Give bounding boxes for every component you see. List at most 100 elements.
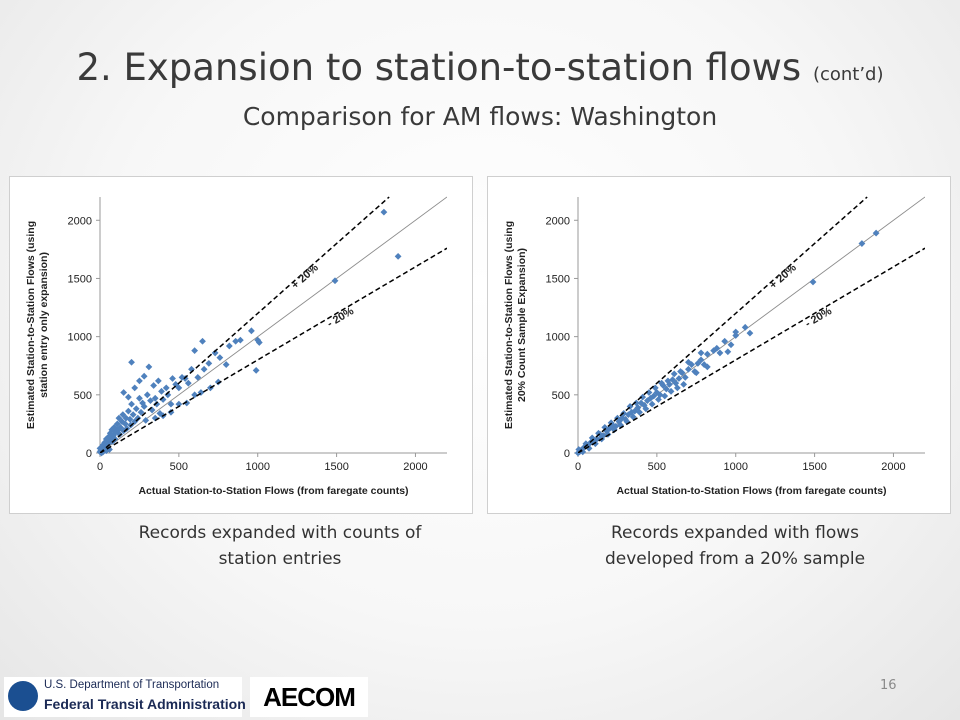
data-point xyxy=(162,384,170,392)
x-axis-title: Actual Station-to-Station Flows (from fa… xyxy=(138,485,408,497)
data-point xyxy=(236,336,244,344)
data-point xyxy=(211,349,219,357)
chart-right-panel: 0 500 1000 1500 2000 0 500 1000 1500 2000 Actual S… xyxy=(487,176,951,514)
data-point xyxy=(685,358,692,366)
x-tick-label: 500 xyxy=(170,461,188,473)
x-tick-label: 1500 xyxy=(324,461,348,473)
data-point xyxy=(214,378,222,386)
data-point xyxy=(175,400,183,408)
data-point xyxy=(191,347,199,354)
data-point xyxy=(675,375,683,382)
data-point xyxy=(129,411,137,418)
caption-left: Records expanded with counts of station … xyxy=(138,523,422,569)
data-point xyxy=(677,368,684,375)
y-tick-label: 2000 xyxy=(546,215,570,227)
chart-left-panel: 0 500 1000 1500 2000 0 500 1000 1500 2000 Actual S… xyxy=(9,176,473,514)
data-point xyxy=(169,375,176,382)
data-point xyxy=(254,336,262,344)
data-point xyxy=(132,405,140,413)
data-point xyxy=(727,341,735,349)
data-point xyxy=(632,399,640,407)
chart-left-svg: 0 500 1000 1500 2000 0 500 1000 1500 2000 Actual S… xyxy=(25,196,447,497)
data-point xyxy=(670,370,678,378)
plus-20-percent-label: + 20% xyxy=(289,262,321,292)
y-tick-label: 1000 xyxy=(546,332,570,344)
data-point xyxy=(746,329,754,337)
data-point xyxy=(721,337,729,345)
data-point xyxy=(703,350,711,358)
y-tick-label: 1500 xyxy=(68,273,92,285)
data-point xyxy=(124,407,132,415)
data-point xyxy=(697,349,705,357)
data-point xyxy=(115,414,123,422)
page-number: 16 xyxy=(880,678,897,693)
data-point xyxy=(591,440,599,448)
data-point xyxy=(872,229,880,237)
data-point xyxy=(222,361,230,368)
data-point xyxy=(642,405,650,413)
data-point xyxy=(724,348,732,356)
minus-20-percent-line xyxy=(100,247,447,453)
x-axis-title: Actual Station-to-Station Flows (from fa… xyxy=(616,485,886,497)
data-point xyxy=(128,358,135,366)
minus-20-percent-line xyxy=(578,247,925,453)
dot-emblem-icon xyxy=(8,681,38,711)
data-point xyxy=(153,400,161,408)
data-point xyxy=(131,384,139,392)
data-point xyxy=(191,391,199,399)
data-point xyxy=(225,342,233,350)
data-point xyxy=(252,366,260,374)
slide-title: 2. Expansion to station-to-station flows… xyxy=(0,46,960,89)
y-axis-title: Estimated Station-to-Station Flows (usin… xyxy=(503,221,515,429)
data-point xyxy=(150,382,158,389)
slide-subtitle: Comparison for AM flows: Washington xyxy=(242,102,718,131)
x-tick-label: 1000 xyxy=(245,461,269,473)
data-point xyxy=(232,337,240,345)
data-point xyxy=(136,377,143,385)
plus-20-percent-line xyxy=(100,196,390,453)
data-point xyxy=(716,349,724,357)
data-point xyxy=(167,400,175,408)
y-tick-label: 1500 xyxy=(546,273,570,285)
data-point xyxy=(732,328,740,336)
data-point xyxy=(164,391,172,399)
y-tick-label: 0 xyxy=(86,448,92,460)
y-axis-title: station entry only expansion) xyxy=(38,252,50,398)
data-point xyxy=(145,363,153,371)
data-point xyxy=(120,389,128,396)
plus-20-percent-line xyxy=(578,196,868,453)
x-tick-label: 2000 xyxy=(881,461,905,473)
data-point xyxy=(119,411,127,418)
data-point xyxy=(809,278,817,286)
data-point xyxy=(142,417,150,424)
data-point xyxy=(124,393,132,401)
y-tick-label: 500 xyxy=(74,390,92,402)
x-tick-label: 2000 xyxy=(403,461,427,473)
data-point xyxy=(637,399,645,407)
dot-fta-logo: U.S. Department of Transportation Federa… xyxy=(4,677,246,717)
data-point xyxy=(172,380,180,388)
data-point xyxy=(680,380,688,388)
x-tick-label: 0 xyxy=(575,461,581,473)
data-point xyxy=(140,372,148,380)
data-point xyxy=(394,252,402,260)
data-point xyxy=(692,369,700,377)
data-point xyxy=(858,240,866,247)
data-point xyxy=(595,429,602,437)
data-point xyxy=(158,387,165,395)
data-point xyxy=(136,394,143,402)
data-point xyxy=(648,400,656,408)
slide-title-suffix: (cont’d) xyxy=(812,64,884,85)
x-tick-label: 1500 xyxy=(802,461,826,473)
slide-title-main: 2. Expansion to station-to-station flows xyxy=(76,46,802,89)
data-point xyxy=(331,277,339,285)
y-tick-label: 500 xyxy=(552,390,570,402)
dot-logo-line1: U.S. Department of Transportation xyxy=(44,679,220,691)
data-point xyxy=(154,377,162,385)
minus-20-percent-label: - 20% xyxy=(803,305,834,330)
data-point xyxy=(380,208,388,216)
data-point xyxy=(143,391,151,399)
y-axis-title: 20% Count Sample Expansion) xyxy=(516,248,528,402)
dot-logo-line2: Federal Transit Administration xyxy=(44,696,246,712)
data-point xyxy=(147,397,154,405)
